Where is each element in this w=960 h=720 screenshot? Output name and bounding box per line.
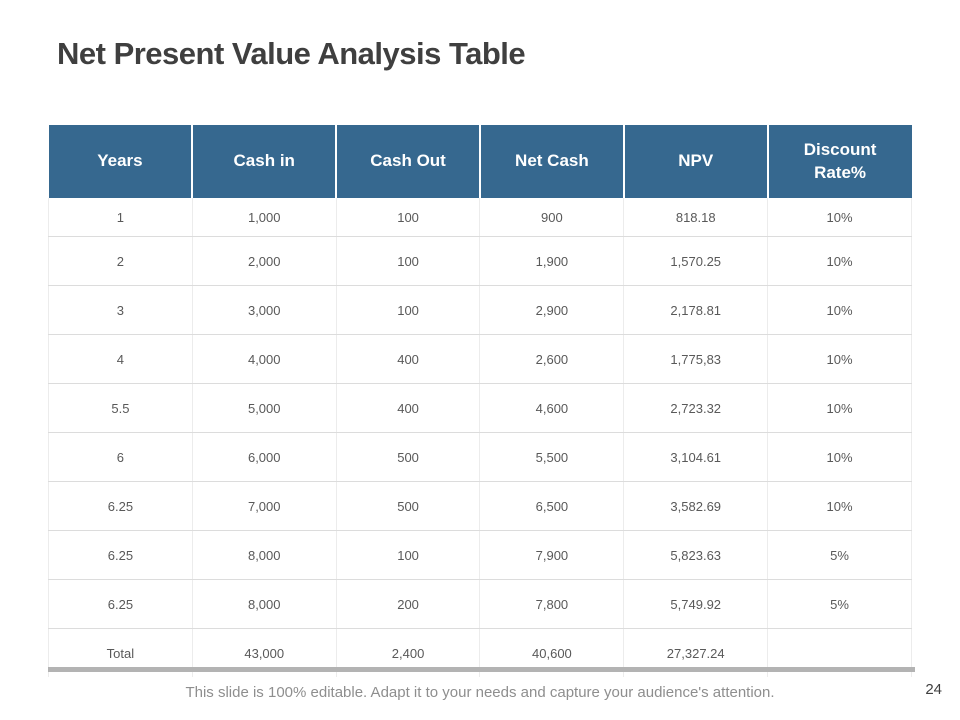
table-cell: 4,600: [479, 383, 625, 433]
table-row: 6.25 8,000 200 7,800 5,749.92 5%: [48, 579, 912, 629]
table-cell: 1,570.25: [623, 236, 769, 286]
table-cell: 4: [48, 334, 193, 384]
table-row: 4 4,000 400 2,600 1,775,83 10%: [48, 334, 912, 384]
table-cell: 5,500: [479, 432, 625, 482]
table-bottom-divider: [48, 667, 915, 672]
table-cell: 7,800: [479, 579, 625, 629]
table-cell: 100: [335, 530, 481, 580]
table-cell: 7,900: [479, 530, 625, 580]
table-cell: 5%: [767, 530, 912, 580]
table-cell: 6.25: [48, 530, 193, 580]
table-cell: 10%: [767, 198, 912, 237]
table-cell: 400: [335, 334, 481, 384]
table-cell: 1,000: [191, 198, 337, 237]
table-row: 5.5 5,000 400 4,600 2,723.32 10%: [48, 383, 912, 433]
column-header-npv: NPV: [622, 125, 768, 198]
table-cell: 6.25: [48, 481, 193, 531]
table-cell: 6,500: [479, 481, 625, 531]
table-cell: 100: [335, 236, 481, 286]
table-header: Years Cash in Cash Out Net Cash NPV Disc…: [48, 125, 912, 198]
table-cell: 10%: [767, 481, 912, 531]
footer-note: This slide is 100% editable. Adapt it to…: [185, 684, 775, 701]
table-cell: 400: [335, 383, 481, 433]
table-row: 2 2,000 100 1,900 1,570.25 10%: [48, 236, 912, 286]
table-cell: 2,000: [191, 236, 337, 286]
page-number: 24: [925, 681, 942, 698]
table-cell: 10%: [767, 236, 912, 286]
table-cell: 4,000: [191, 334, 337, 384]
table-cell: 500: [335, 432, 481, 482]
column-header-cash-in: Cash in: [191, 125, 337, 198]
table-cell: 6: [48, 432, 193, 482]
table-row: 6.25 7,000 500 6,500 3,582.69 10%: [48, 481, 912, 531]
table-cell: 10%: [767, 285, 912, 335]
column-header-net-cash: Net Cash: [478, 125, 624, 198]
table-body: 1 1,000 100 900 818.18 10% 2 2,000 100 1…: [48, 198, 912, 677]
npv-analysis-table: Years Cash in Cash Out Net Cash NPV Disc…: [48, 125, 912, 677]
table-cell: 5.5: [48, 383, 193, 433]
table-cell: 1: [48, 198, 193, 237]
table-cell: 7,000: [191, 481, 337, 531]
table-cell: 200: [335, 579, 481, 629]
table-cell: 1,775,83: [623, 334, 769, 384]
table-header-row: Years Cash in Cash Out Net Cash NPV Disc…: [48, 125, 912, 198]
table-cell: 2,178.81: [623, 285, 769, 335]
column-header-years: Years: [48, 125, 193, 198]
table-cell: 2: [48, 236, 193, 286]
table-cell: 3: [48, 285, 193, 335]
table-cell: 5,749.92: [623, 579, 769, 629]
table-cell: 10%: [767, 432, 912, 482]
table-cell: 10%: [767, 383, 912, 433]
table-row: 6.25 8,000 100 7,900 5,823.63 5%: [48, 530, 912, 580]
table-cell: 8,000: [191, 579, 337, 629]
table-cell: 2,723.32: [623, 383, 769, 433]
table-row: 3 3,000 100 2,900 2,178.81 10%: [48, 285, 912, 335]
table-cell: 5%: [767, 579, 912, 629]
table-cell: 8,000: [191, 530, 337, 580]
table-cell: 900: [479, 198, 625, 237]
table-cell: 3,000: [191, 285, 337, 335]
table-cell: 100: [335, 198, 481, 237]
table-cell: 2,900: [479, 285, 625, 335]
table-cell: 6.25: [48, 579, 193, 629]
table-cell: 1,900: [479, 236, 625, 286]
table-cell: 818.18: [623, 198, 769, 237]
table-row: 6 6,000 500 5,500 3,104.61 10%: [48, 432, 912, 482]
table-cell: 3,582.69: [623, 481, 769, 531]
table-row: 1 1,000 100 900 818.18 10%: [48, 198, 912, 237]
table-cell: 5,000: [191, 383, 337, 433]
table-cell: 10%: [767, 334, 912, 384]
table-cell: 6,000: [191, 432, 337, 482]
table-cell: 100: [335, 285, 481, 335]
column-header-discount-rate: Discount Rate%: [766, 125, 912, 198]
page-title: Net Present Value Analysis Table: [57, 36, 526, 71]
table-cell: 500: [335, 481, 481, 531]
table-cell: 5,823.63: [623, 530, 769, 580]
column-header-cash-out: Cash Out: [335, 125, 480, 198]
table-cell: 2,600: [479, 334, 625, 384]
table-cell: 3,104.61: [623, 432, 769, 482]
